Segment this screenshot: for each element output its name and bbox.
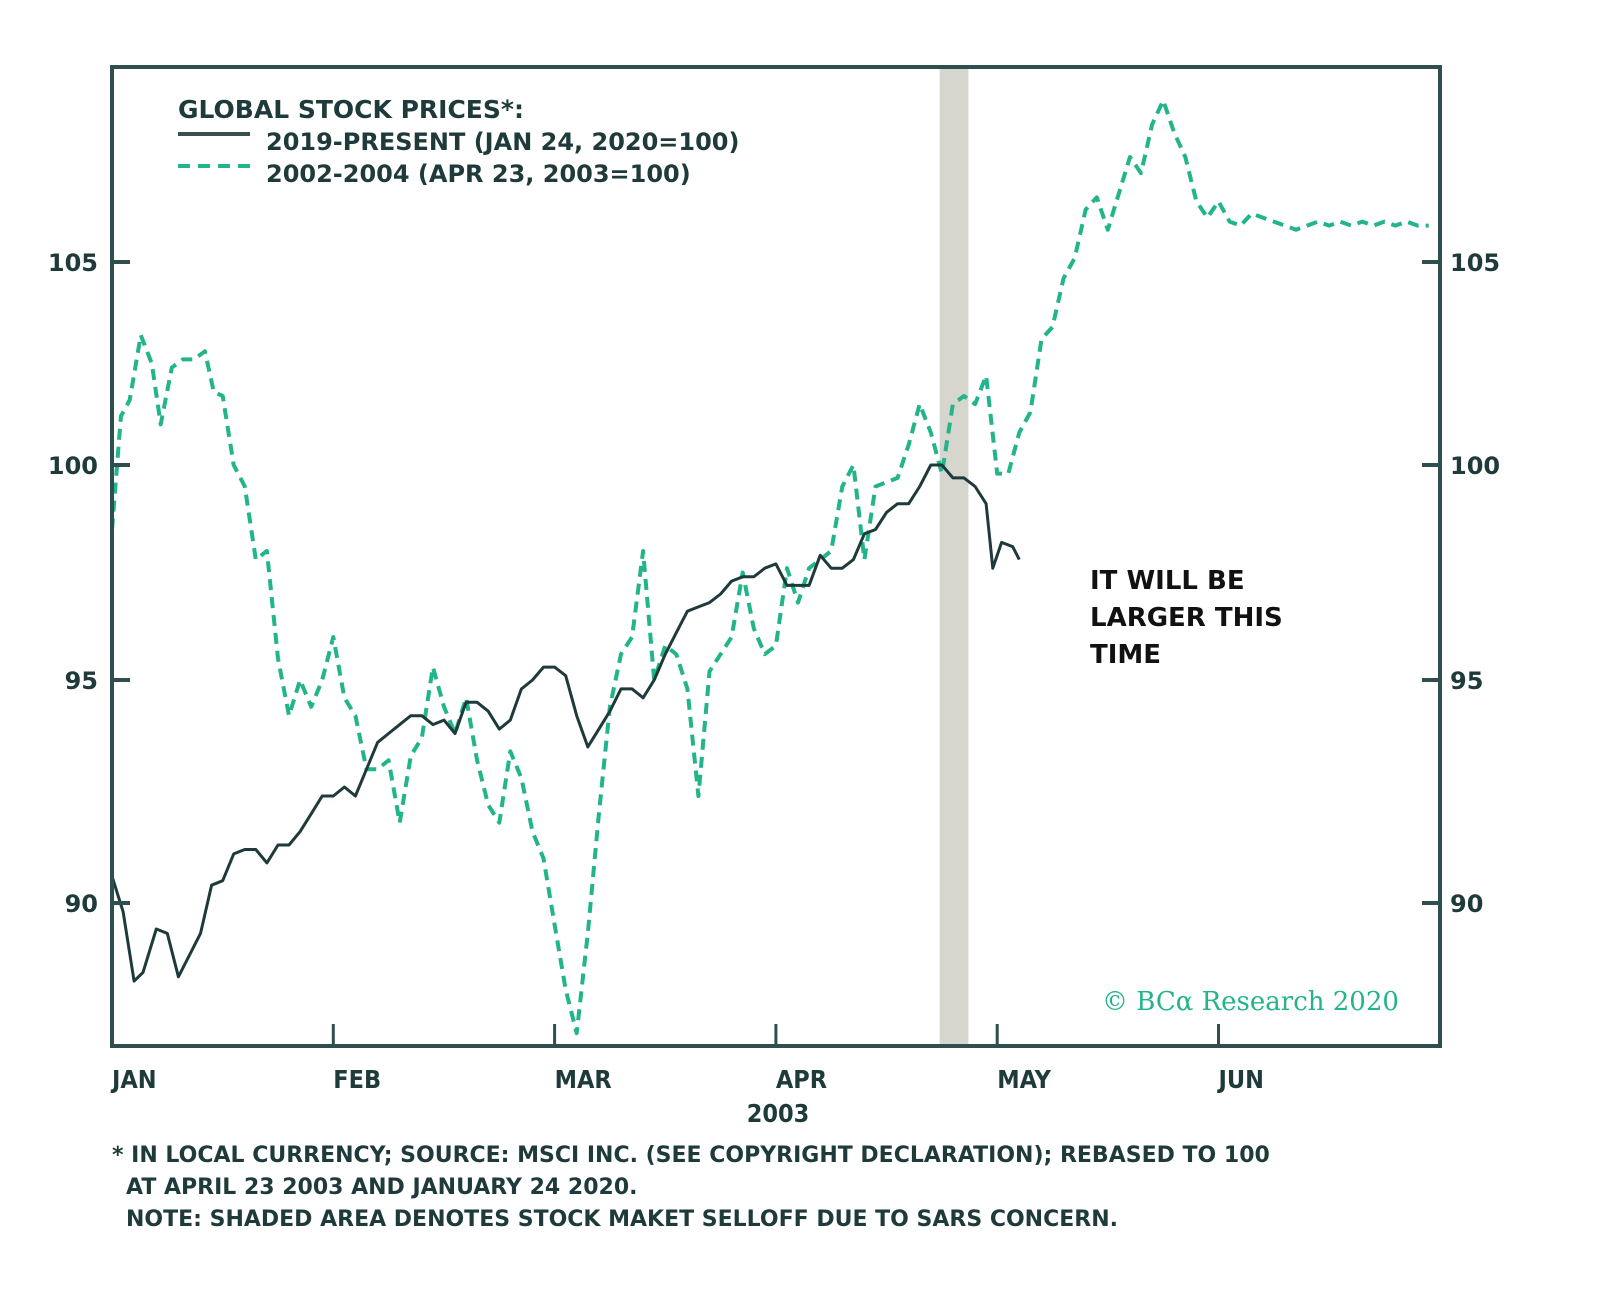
footnote-line-3: NOTE: SHADED AREA DENOTES STOCK MAKET SE… xyxy=(126,1207,1118,1232)
y-tick-label-left-105: 105 xyxy=(48,249,98,277)
y-tick-label-left-95: 95 xyxy=(65,667,98,695)
footnotes: * IN LOCAL CURRENCY; SOURCE: MSCI INC. (… xyxy=(112,1143,1270,1232)
legend-label-2003: 2002-2004 (APR 23, 2003=100) xyxy=(266,160,691,188)
y-tick-label-left-90: 90 xyxy=(65,890,98,918)
annotation-line-2: LARGER THIS xyxy=(1090,603,1283,633)
copyright: © BCα Research 2020 xyxy=(1102,987,1399,1017)
shaded-region-layer xyxy=(939,67,969,1046)
x-tick-label-jun: JUN xyxy=(1217,1065,1264,1094)
y-ticks: 90 90 95 95 100 100 105 105 xyxy=(48,249,1500,918)
series-line-2002-2004 xyxy=(110,98,1429,1036)
footnote-line-2: AT APRIL 23 2003 AND JANUARY 24 2020. xyxy=(126,1175,638,1200)
shaded-region-sars xyxy=(939,67,969,1046)
x-tick-label-apr: APR xyxy=(776,1065,827,1094)
x-ticks: JAN FEB MAR APR MAY JUN xyxy=(110,1024,1264,1094)
x-tick-label-may: MAY xyxy=(997,1065,1051,1094)
series-layer xyxy=(110,98,1429,1036)
legend-label-2019: 2019-PRESENT (JAN 24, 2020=100) xyxy=(266,128,739,156)
y-tick-label-right-90: 90 xyxy=(1450,890,1483,918)
series-line-2019-present xyxy=(110,463,1021,983)
annotation-line-3: TIME xyxy=(1090,640,1161,670)
plot-frame xyxy=(110,65,1442,1048)
x-tick-label-feb: FEB xyxy=(333,1065,381,1094)
x-tick-label-mar: MAR xyxy=(555,1065,612,1094)
footnote-line-1: * IN LOCAL CURRENCY; SOURCE: MSCI INC. (… xyxy=(112,1143,1270,1168)
y-tick-label-right-100: 100 xyxy=(1450,452,1500,480)
x-axis-year-label: 2003 xyxy=(747,1099,810,1128)
x-tick-label-jan: JAN xyxy=(110,1065,157,1094)
y-tick-label-right-95: 95 xyxy=(1450,667,1483,695)
y-tick-label-right-105: 105 xyxy=(1450,249,1500,277)
legend: GLOBAL STOCK PRICES*: 2019-PRESENT (JAN … xyxy=(178,95,739,188)
annotation: IT WILL BE LARGER THIS TIME xyxy=(1090,566,1283,670)
legend-title: GLOBAL STOCK PRICES*: xyxy=(178,95,524,124)
y-tick-label-left-100: 100 xyxy=(48,452,98,480)
annotation-line-1: IT WILL BE xyxy=(1090,566,1245,596)
